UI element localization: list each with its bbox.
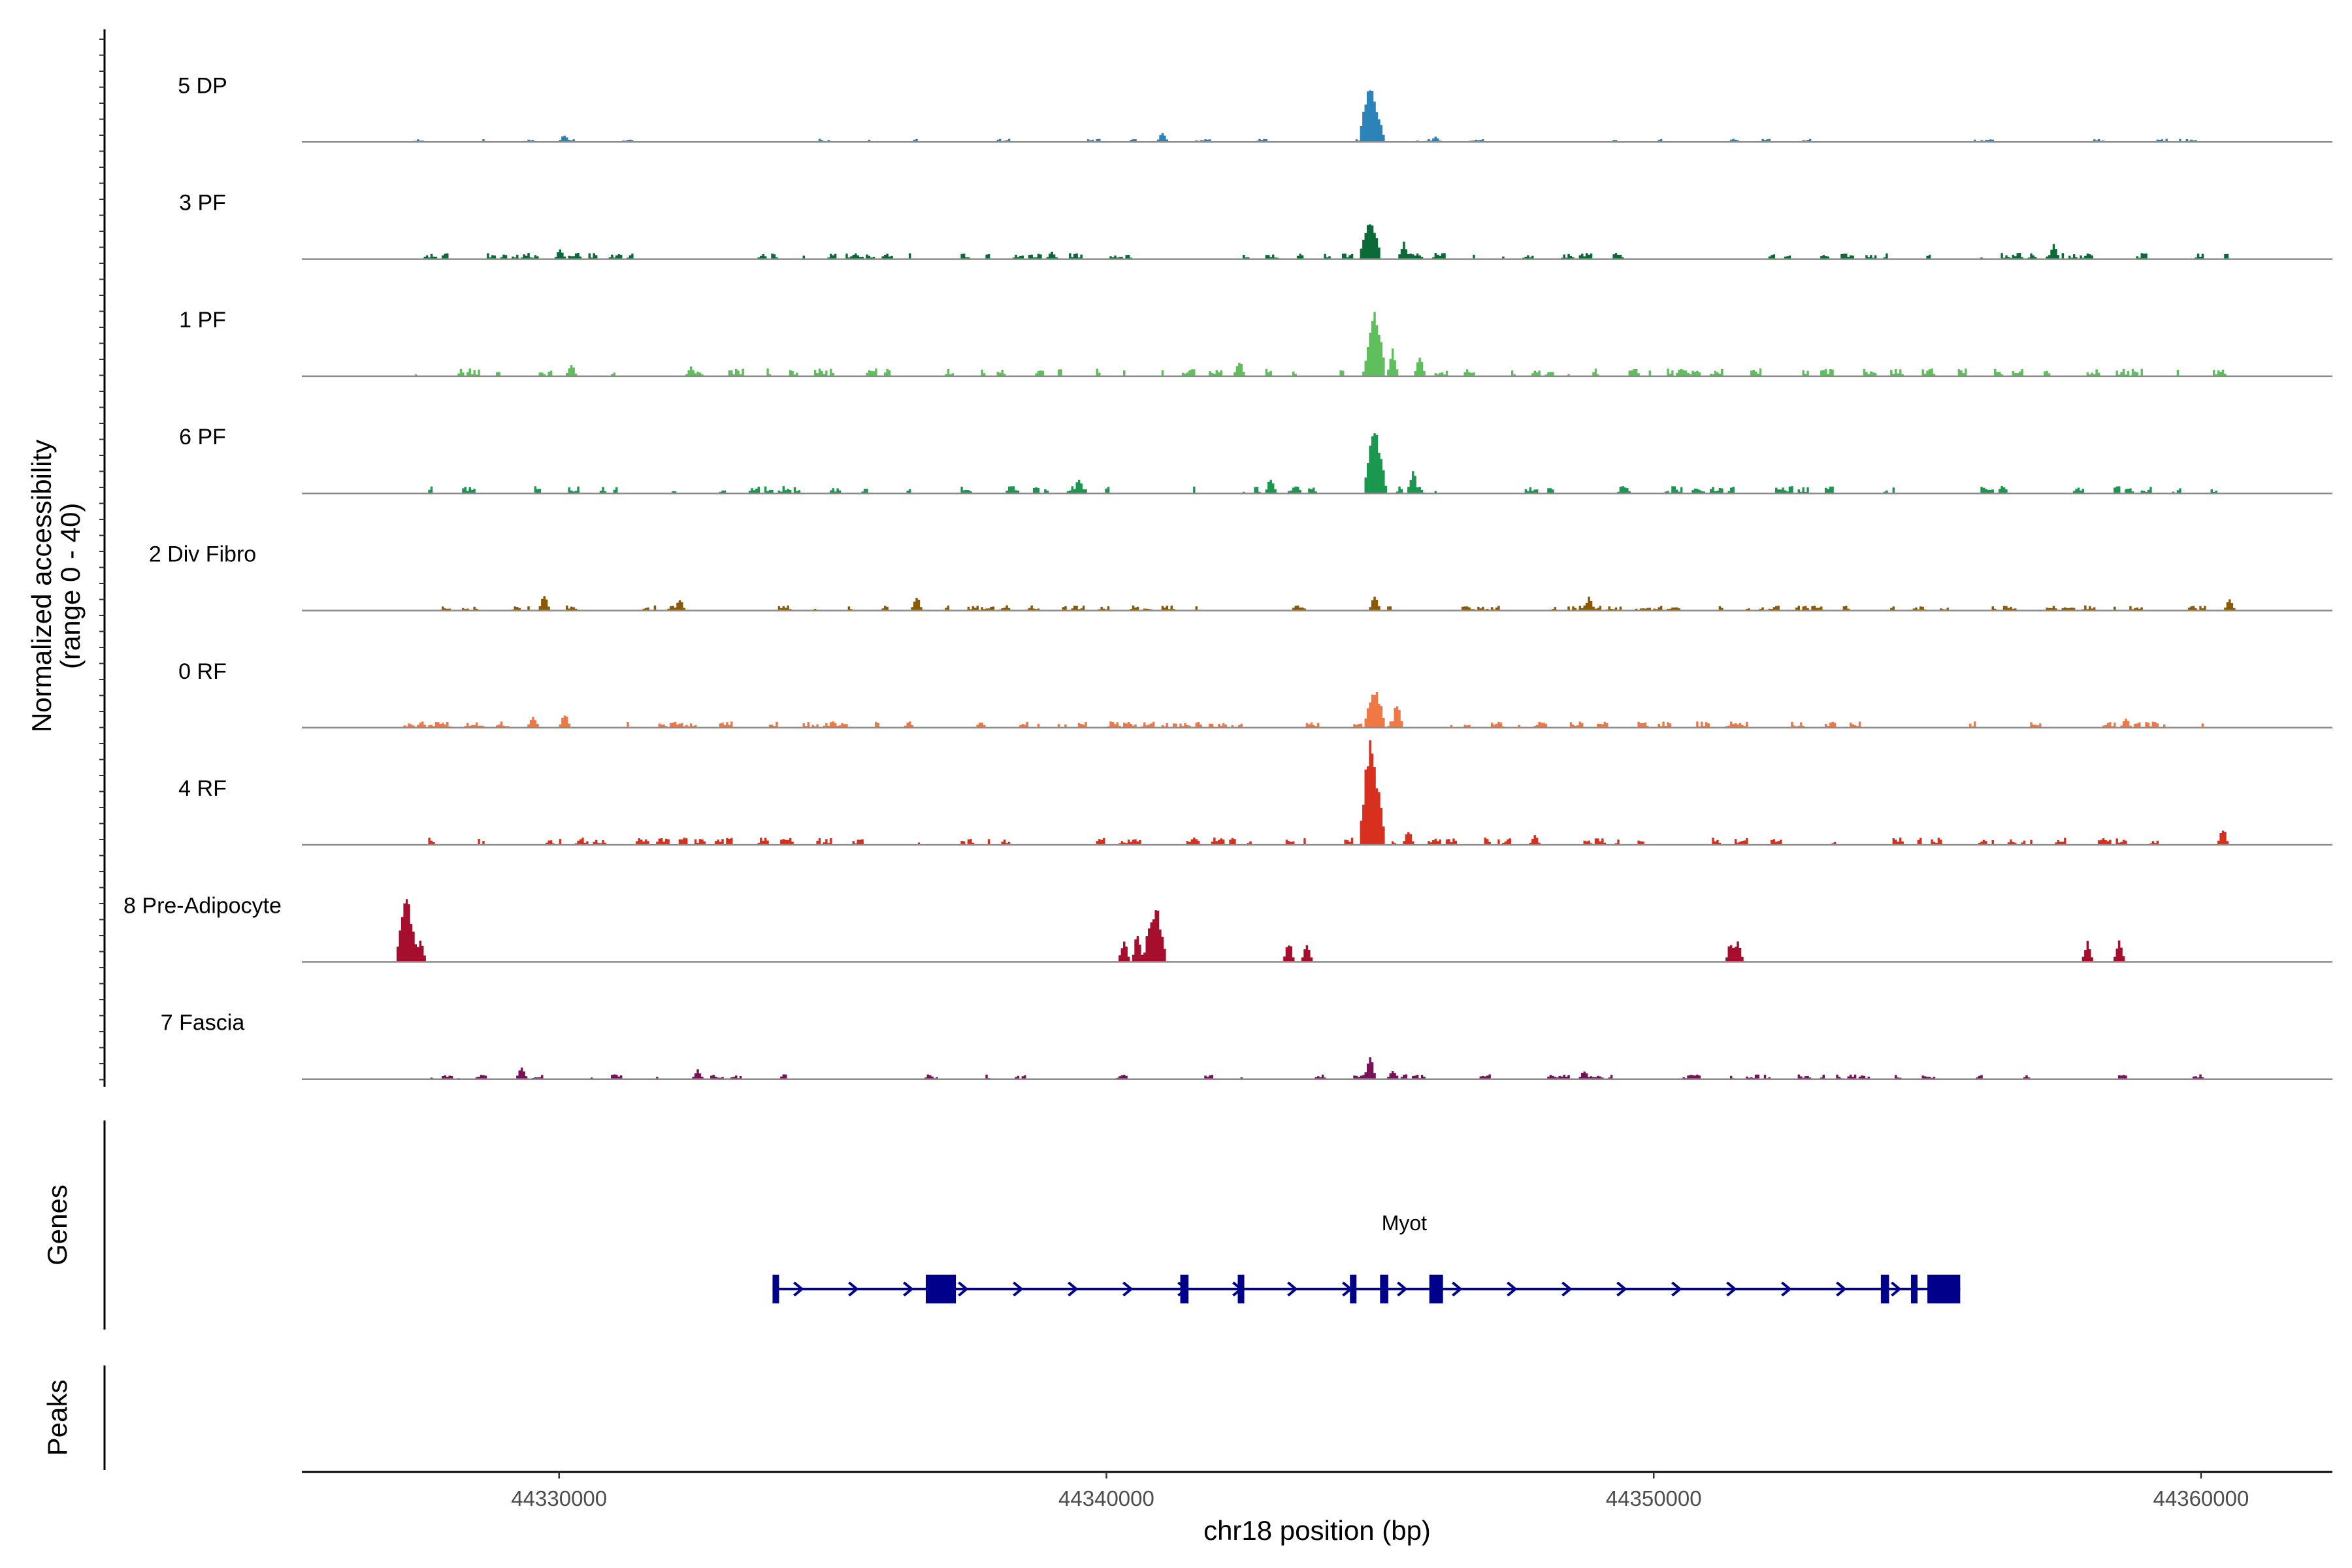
coverage-area [302,740,2332,845]
x-axis: 44330000 44340000 44350000 44360000 [302,1471,2332,1511]
track-5: 0 RF [178,659,2332,729]
strand-arrow [1616,1281,1627,1297]
track-3: 6 PF [179,425,2332,495]
y-axis-title-line1: Normalized accessibility [26,440,57,732]
track-label: 4 RF [178,776,227,801]
exon [1180,1275,1189,1303]
x-tick-label: 44340000 [1058,1486,1154,1511]
strand-arrow [958,1281,969,1297]
track-label: 0 RF [178,659,227,684]
track-6: 4 RF [178,740,2332,846]
coverage-tracks: 5 DP 3 PF 1 PF 6 PF 2 Div Fibro 0 RF 4 RF 8 Pre… [123,73,2332,1080]
strand-arrow [848,1281,859,1297]
coverage-area [302,312,2332,376]
track-1: 3 PF [179,191,2332,260]
strand-arrow [1561,1281,1573,1297]
track-label: 1 PF [179,308,226,333]
coverage-area [302,899,2332,962]
exon [1380,1275,1388,1303]
x-tick-label: 44330000 [511,1486,607,1511]
x-axis-title: chr18 position (bp) [1203,1515,1431,1546]
strand-arrow [1891,1281,1902,1297]
y-axis [99,29,106,1087]
track-4: 2 Div Fibro [149,542,2332,612]
track-label: 7 Fascia [161,1011,245,1036]
strand-arrow [1781,1281,1792,1297]
exon [1910,1275,1918,1303]
genes-panel-title: Genes [42,1184,73,1266]
strand-arrow [1013,1281,1024,1297]
strand-arrow [1287,1281,1298,1297]
coverage-area [302,596,2332,611]
track-7: 8 Pre-Adipocyte [123,893,2332,963]
strand-arrow [1726,1281,1737,1297]
exon [926,1275,956,1303]
strand-arrow [1397,1281,1408,1297]
exon [1880,1275,1889,1303]
exon [772,1275,779,1303]
track-label: 5 DP [178,73,227,98]
strand-arrow [1671,1281,1682,1297]
x-tick-label: 44350000 [1606,1486,1702,1511]
peaks-panel-title: Peaks [42,1380,73,1456]
strand-arrow [1122,1281,1134,1297]
genes-panel: Myot [103,1120,1961,1330]
strand-arrow [1068,1281,1079,1297]
coverage-area [302,224,2332,259]
x-tick-label: 44360000 [2153,1486,2249,1511]
gene-Myot: Myot [772,1211,1961,1303]
track-label: 8 Pre-Adipocyte [123,893,282,918]
coverage-area [302,90,2332,142]
gene-label: Myot [1382,1211,1427,1235]
track-label: 6 PF [179,425,226,449]
exon [1927,1275,1961,1303]
track-2: 1 PF [179,308,2332,378]
track-8: 7 Fascia [161,1011,2332,1080]
exon [1429,1275,1443,1303]
track-label: 3 PF [179,191,226,216]
coverage-area [302,433,2332,494]
coverage-area [302,692,2332,728]
y-axis-title-line2: (range 0 - 40) [55,503,86,669]
strand-arrow [1507,1281,1518,1297]
exon [1350,1275,1357,1303]
strand-arrow [903,1281,914,1297]
strand-arrow [1452,1281,1463,1297]
track-label: 2 Div Fibro [149,542,256,567]
exon [1237,1275,1245,1303]
strand-arrow [1836,1281,1847,1297]
coverage-area [302,1057,2332,1079]
strand-arrow [793,1281,804,1297]
track-0: 5 DP [178,73,2332,143]
